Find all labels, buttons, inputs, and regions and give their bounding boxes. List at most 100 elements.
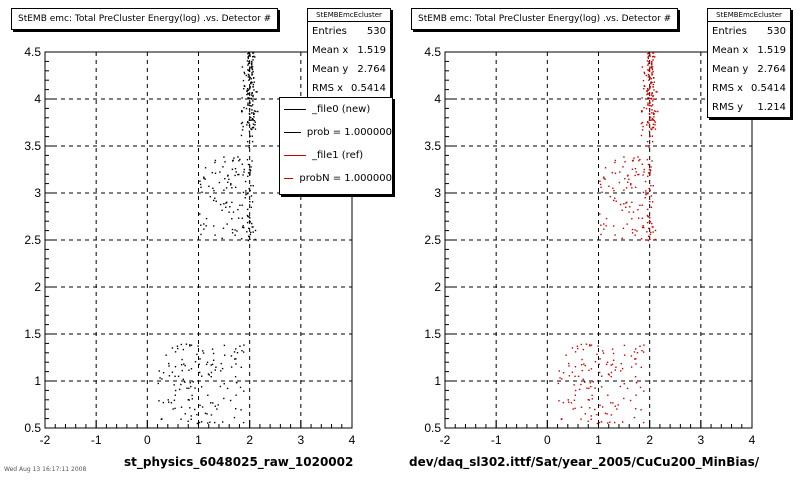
data-point	[252, 112, 255, 114]
data-point	[249, 102, 251, 104]
data-point	[201, 191, 203, 193]
data-point	[637, 217, 640, 219]
data-point	[246, 93, 248, 96]
data-point	[243, 106, 245, 109]
legend-line-icon	[284, 132, 301, 133]
data-point	[223, 156, 225, 158]
data-point	[594, 408, 596, 411]
data-point	[247, 73, 250, 76]
data-point	[253, 81, 255, 83]
x-tick-label: -2	[40, 433, 51, 447]
data-point	[635, 363, 637, 365]
data-point	[227, 174, 229, 176]
data-point	[233, 157, 235, 159]
data-point	[649, 67, 651, 70]
data-point	[598, 421, 601, 424]
data-point	[252, 71, 254, 73]
data-point	[254, 238, 256, 241]
data-point	[571, 347, 574, 349]
data-point	[646, 93, 648, 96]
data-point	[250, 128, 252, 130]
data-point	[588, 399, 590, 401]
data-point	[625, 206, 627, 209]
data-point	[253, 116, 255, 118]
data-point	[248, 113, 251, 115]
data-point	[633, 358, 636, 360]
data-point	[607, 394, 609, 396]
data-point	[611, 171, 613, 174]
legend-line-icon	[284, 109, 306, 110]
left-stats-title: StEMBEmcEcluster	[308, 9, 390, 22]
data-point	[213, 199, 215, 202]
data-point	[646, 192, 649, 195]
data-point	[577, 347, 579, 350]
data-point	[567, 401, 570, 403]
y-tick-label: 3.5	[424, 139, 441, 153]
data-point	[635, 348, 637, 350]
data-point	[645, 190, 647, 192]
data-point	[623, 203, 625, 205]
data-point	[254, 124, 256, 126]
data-point	[647, 69, 649, 71]
data-point	[623, 189, 625, 191]
data-point	[174, 366, 177, 368]
data-point	[254, 229, 257, 232]
data-point	[240, 366, 243, 369]
data-point	[231, 218, 233, 220]
data-point	[230, 184, 232, 186]
data-point	[649, 189, 651, 192]
timestamp-footer: Wed Aug 13 16:17:11 2008	[4, 466, 87, 473]
data-point	[614, 369, 617, 371]
data-point	[246, 124, 248, 126]
data-point	[239, 158, 241, 161]
data-point	[613, 189, 615, 192]
data-point	[636, 381, 638, 384]
data-point	[605, 217, 608, 220]
data-point	[649, 86, 652, 88]
data-point	[643, 85, 645, 87]
data-point	[247, 53, 249, 55]
data-point	[251, 118, 254, 120]
data-point	[647, 52, 650, 54]
data-point	[651, 98, 653, 100]
data-point	[250, 82, 252, 84]
data-point	[653, 116, 655, 118]
data-point	[249, 200, 251, 203]
data-point	[581, 369, 583, 372]
data-point	[612, 402, 614, 404]
data-point	[649, 66, 651, 68]
data-point	[199, 183, 202, 186]
data-point	[592, 381, 594, 383]
data-point	[194, 387, 196, 389]
data-point	[199, 180, 201, 182]
data-point	[649, 135, 651, 137]
data-point	[648, 88, 651, 90]
data-point	[182, 378, 184, 381]
data-point	[626, 387, 629, 390]
data-point	[223, 397, 225, 400]
data-point	[610, 414, 613, 416]
data-point	[643, 106, 645, 109]
data-point	[237, 156, 239, 158]
data-point	[249, 66, 251, 68]
legend-line-icon	[284, 155, 306, 156]
data-point	[196, 422, 199, 425]
data-point	[233, 416, 236, 419]
data-point	[635, 394, 637, 396]
data-point	[189, 407, 191, 409]
data-point	[228, 178, 230, 181]
data-point	[633, 157, 635, 159]
data-point	[208, 185, 210, 187]
data-point	[649, 217, 651, 219]
data-point	[251, 109, 253, 111]
data-point	[247, 89, 250, 91]
data-point	[650, 231, 652, 234]
data-point	[210, 414, 213, 416]
data-point	[580, 418, 582, 420]
data-point	[648, 74, 650, 76]
data-point	[242, 125, 244, 128]
data-point	[249, 189, 251, 192]
data-point	[161, 418, 163, 420]
data-point	[248, 187, 250, 190]
data-point	[641, 110, 643, 113]
